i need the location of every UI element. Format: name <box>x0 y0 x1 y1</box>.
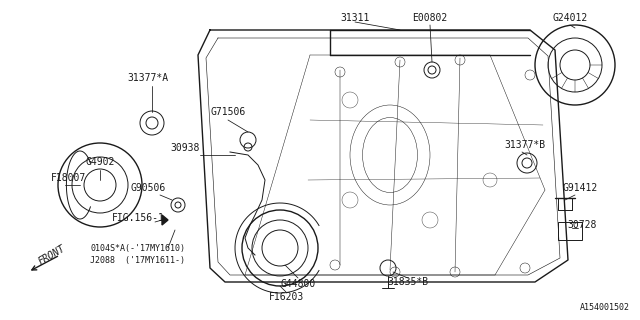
Text: 31377*B: 31377*B <box>504 140 545 150</box>
Text: G4902: G4902 <box>85 157 115 167</box>
Text: FIG.156-1: FIG.156-1 <box>111 213 164 223</box>
Text: FRONT: FRONT <box>36 243 67 267</box>
Text: G44800: G44800 <box>280 279 316 289</box>
Text: G24012: G24012 <box>552 13 588 23</box>
Text: 31377*A: 31377*A <box>127 73 168 83</box>
Text: 30938: 30938 <box>170 143 200 153</box>
Text: E00802: E00802 <box>412 13 447 23</box>
Polygon shape <box>162 215 168 225</box>
Bar <box>558 222 582 240</box>
Text: J2088  ('17MY1611-): J2088 ('17MY1611-) <box>90 255 186 265</box>
Text: G71506: G71506 <box>211 107 246 117</box>
Text: 30728: 30728 <box>567 220 596 230</box>
Text: 31311: 31311 <box>340 13 370 23</box>
Text: G91412: G91412 <box>563 183 598 193</box>
Text: G90506: G90506 <box>131 183 166 193</box>
Text: F18007: F18007 <box>51 173 86 183</box>
Text: A154001502: A154001502 <box>580 303 630 312</box>
Text: 31835*B: 31835*B <box>387 277 429 287</box>
Text: F16203: F16203 <box>268 292 303 302</box>
Text: 0104S*A(-'17MY1610): 0104S*A(-'17MY1610) <box>90 244 186 252</box>
